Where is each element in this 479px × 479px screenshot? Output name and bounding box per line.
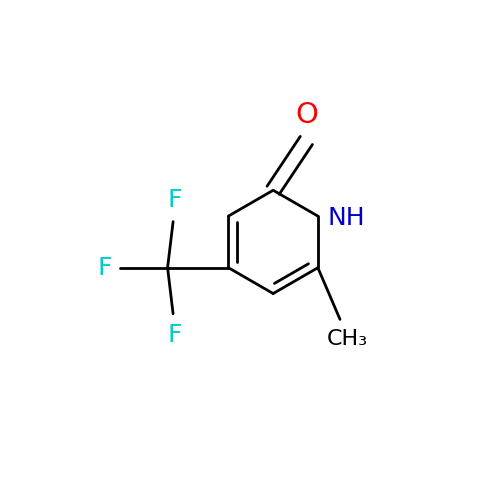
- Text: O: O: [295, 102, 318, 129]
- Text: F: F: [98, 256, 112, 280]
- Text: NH: NH: [327, 206, 365, 230]
- Text: F: F: [168, 188, 182, 212]
- Text: CH₃: CH₃: [327, 329, 368, 349]
- Text: F: F: [168, 323, 182, 347]
